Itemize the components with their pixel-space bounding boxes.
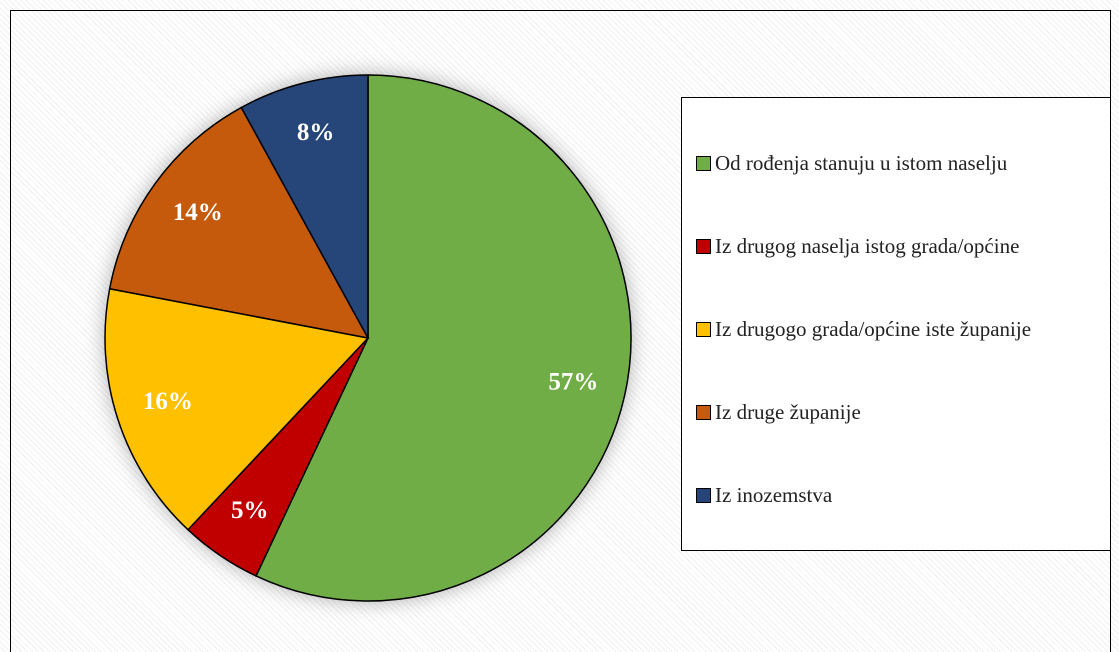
data-label: 57% — [548, 369, 598, 396]
data-label: 8% — [297, 119, 335, 146]
pie-slice — [240, 74, 369, 339]
legend-swatch — [696, 405, 711, 420]
legend-label: Iz inozemstva — [715, 483, 833, 507]
pie — [104, 74, 632, 602]
data-label: 14% — [173, 199, 223, 226]
legend-label: Iz drugog naselja istog grada/općine — [715, 234, 1020, 258]
pie-slice — [108, 106, 370, 340]
legend-swatch — [696, 239, 711, 254]
legend-entry: Od rođenja stanuju u istom naselju — [696, 148, 1100, 178]
legend: Od rođenja stanuju u istom naselju Iz dru… — [681, 97, 1111, 551]
legend-entry: Iz drugogo grada/općine iste županije — [696, 314, 1100, 344]
data-label: 16% — [143, 388, 193, 415]
legend-swatch — [696, 488, 711, 503]
labels: 57% 5% 16% 14% 8% — [143, 119, 598, 524]
legend-label: Iz druge županije — [715, 400, 861, 424]
legend-entry: Iz inozemstva — [696, 480, 1100, 510]
pie-slice — [104, 287, 370, 531]
legend-swatch — [696, 156, 711, 171]
pie-slice — [255, 74, 632, 602]
legend-entry: Iz druge županije — [696, 397, 1100, 427]
legend-label: Od rođenja stanuju u istom naselju — [715, 151, 1008, 175]
legend-entry: Iz drugog naselja istog grada/općine — [696, 231, 1100, 261]
data-label: 5% — [231, 497, 269, 524]
legend-swatch — [696, 322, 711, 337]
legend-label: Iz drugogo grada/općine iste županije — [715, 317, 1032, 341]
